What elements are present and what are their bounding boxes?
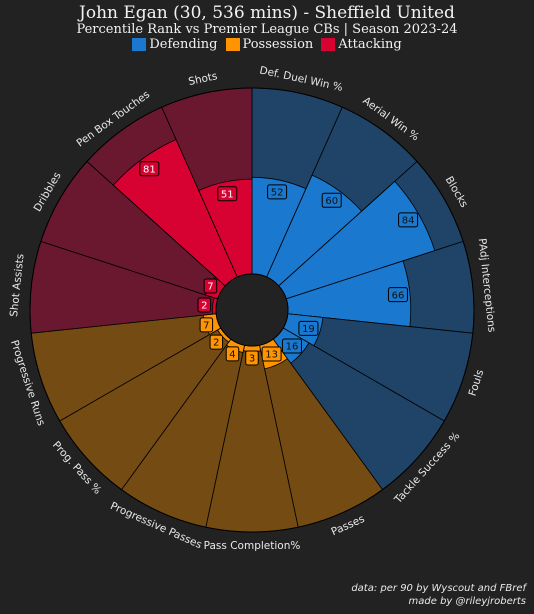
value-badge-def-duel-win — [267, 184, 288, 200]
legend-item-defending: Defending — [132, 37, 218, 52]
value-label-progressive-runs: 7 — [203, 320, 209, 331]
chart-title: John Egan (30, 536 mins) - Sheffield Uni… — [79, 3, 455, 23]
value-badge-fouls — [298, 320, 319, 336]
value-label-shots: 51 — [221, 189, 234, 200]
outer-ring — [29, 87, 475, 533]
value-badge-passes — [261, 346, 282, 362]
value-label-tackle-success: 16 — [286, 342, 299, 353]
legend-label-defending: Defending — [149, 37, 218, 52]
value-badge-progressive-passes — [225, 346, 240, 362]
category-label-shot-assists: Shot Assists — [8, 253, 27, 317]
value-label-blocks: 84 — [402, 215, 415, 226]
value-badge-prog-pass — [209, 334, 224, 350]
value-label-def-duel-win: 52 — [271, 188, 284, 199]
value-label-padj-interceptions: 66 — [392, 290, 405, 301]
legend: Defending Possession Attacking — [0, 37, 534, 52]
value-badge-blocks — [398, 212, 419, 228]
value-label-progressive-passes: 4 — [229, 349, 235, 360]
value-label-pen-box-touches: 81 — [143, 164, 156, 175]
legend-label-attacking: Attacking — [338, 37, 402, 52]
category-label-passes: Passes — [329, 513, 366, 538]
value-label-shot-assists: 2 — [201, 301, 207, 312]
value-badge-shots — [217, 186, 238, 202]
credit-author: made by @rileyjroberts — [408, 596, 526, 607]
category-label-shots: Shots — [187, 70, 218, 88]
value-label-pass-completion: 3 — [249, 354, 255, 365]
category-label-pass-completion: Pass Completion% — [204, 540, 301, 552]
legend-label-possession: Possession — [242, 37, 314, 52]
value-label-aerial-win: 60 — [325, 196, 338, 207]
value-label-prog-pass: 2 — [213, 338, 219, 349]
value-label-dribbles: 7 — [207, 282, 213, 293]
category-label-padj-interceptions: PAdj Interceptions — [476, 238, 498, 333]
value-badge-padj-interceptions — [387, 287, 408, 303]
value-badge-tackle-success — [281, 338, 302, 354]
legend-swatch-attacking — [321, 38, 336, 51]
legend-swatch-possession — [225, 38, 240, 51]
value-label-fouls: 19 — [302, 324, 315, 335]
chart-subtitle: Percentile Rank vs Premier League CBs | … — [76, 22, 458, 37]
legend-item-possession: Possession — [225, 37, 314, 52]
credit: data: per 90 by Wyscout and FBref made b… — [351, 582, 526, 608]
value-badge-aerial-win — [321, 192, 342, 208]
credit-data-source: data: per 90 by Wyscout and FBref — [351, 583, 526, 594]
value-badge-pen-box-touches — [139, 161, 160, 177]
category-label-fouls: Fouls — [467, 368, 487, 398]
value-badge-shot-assists — [197, 297, 212, 313]
value-badge-progressive-runs — [199, 317, 214, 333]
value-badge-pass-completion — [245, 350, 259, 366]
center-hole — [215, 273, 289, 347]
legend-item-attacking: Attacking — [321, 37, 402, 52]
value-badge-dribbles — [203, 278, 218, 294]
legend-swatch-defending — [132, 38, 147, 51]
value-label-passes: 13 — [265, 350, 278, 361]
